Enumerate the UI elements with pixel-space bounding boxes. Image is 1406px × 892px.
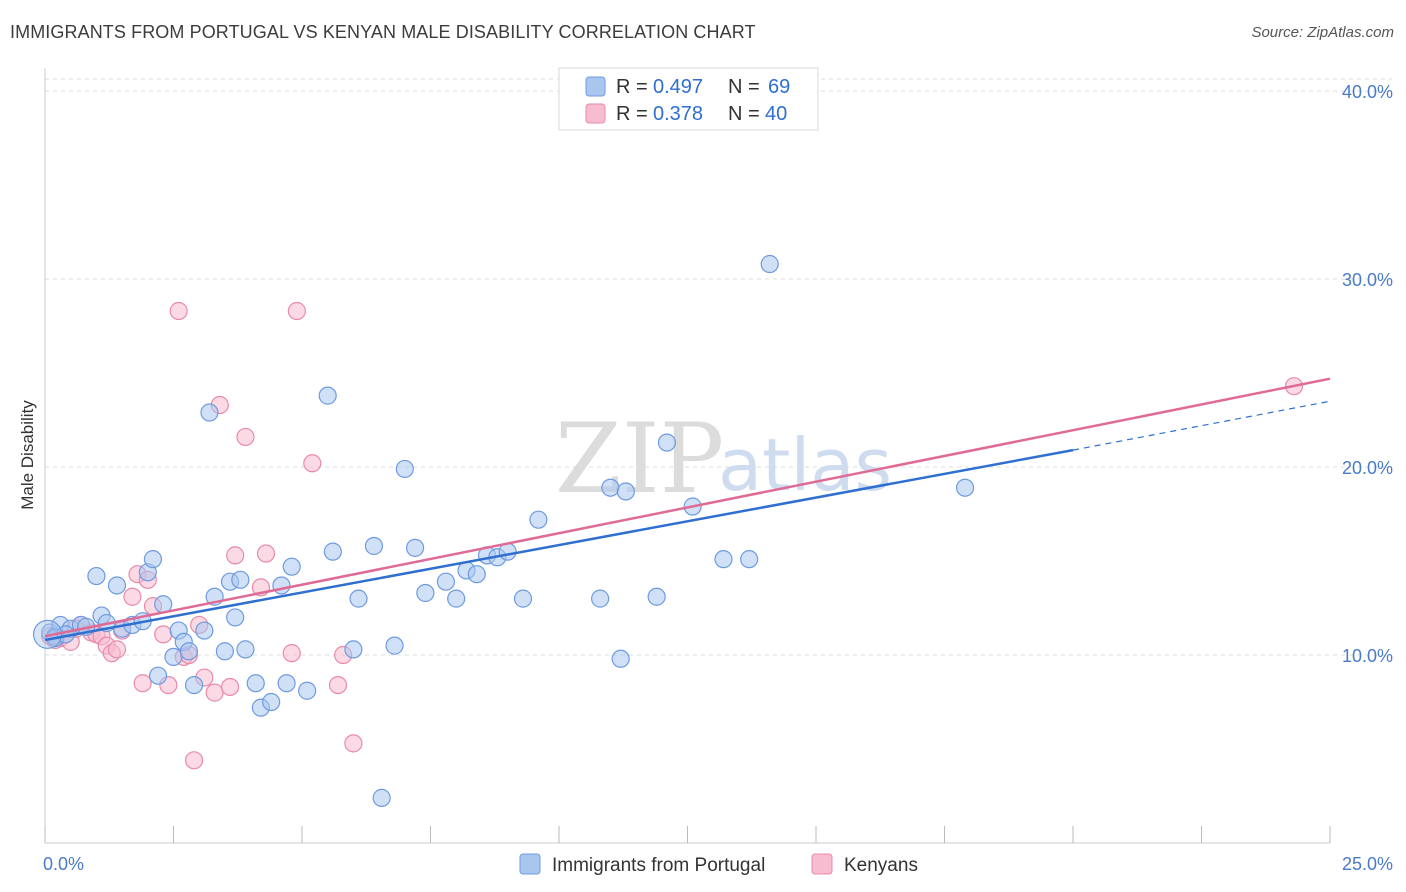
bottom-legend-label-portugal: Immigrants from Portugal bbox=[552, 855, 765, 876]
data-point bbox=[164, 647, 183, 666]
x-tick-label-min: 0.0% bbox=[43, 854, 84, 874]
bottom-legend: Immigrants from Portugal Kenyans bbox=[519, 853, 918, 876]
grid bbox=[45, 78, 1392, 656]
data-point bbox=[714, 550, 733, 569]
watermark-atlas: atlas bbox=[718, 423, 892, 507]
data-point bbox=[205, 683, 224, 702]
bottom-legend-swatch-kenyans bbox=[811, 853, 833, 875]
data-point bbox=[236, 427, 255, 447]
data-point bbox=[220, 677, 240, 697]
data-point bbox=[405, 538, 425, 557]
data-point bbox=[169, 301, 188, 321]
trend-lines bbox=[44, 377, 1331, 642]
data-point bbox=[344, 640, 363, 659]
data-point bbox=[226, 608, 245, 627]
legend-swatch-portugal bbox=[585, 76, 606, 97]
data-point-cluster bbox=[32, 619, 63, 649]
data-point bbox=[184, 675, 204, 695]
data-point bbox=[287, 301, 306, 321]
data-point bbox=[436, 572, 456, 591]
data-point bbox=[298, 681, 317, 700]
data-point bbox=[179, 642, 199, 661]
watermark: ZIP atlas bbox=[555, 403, 892, 515]
data-point bbox=[303, 454, 322, 473]
data-point bbox=[344, 734, 363, 753]
y-tick-label: 10.0% bbox=[1342, 646, 1393, 666]
data-point bbox=[184, 751, 204, 770]
data-point bbox=[200, 403, 219, 422]
data-point bbox=[282, 644, 301, 663]
data-point bbox=[611, 649, 630, 668]
data-point bbox=[529, 510, 548, 529]
data-point bbox=[740, 550, 759, 569]
data-point bbox=[154, 625, 173, 644]
legend-swatch-kenyans bbox=[585, 103, 606, 124]
trend-line-portugal bbox=[44, 448, 1074, 642]
legend-r-value-1: 0.497 bbox=[653, 76, 703, 98]
legend-n-value-1: 69 bbox=[768, 76, 790, 98]
trend-line-portugal-extension bbox=[1072, 400, 1331, 451]
bottom-legend-swatch-portugal bbox=[519, 853, 541, 875]
data-point bbox=[955, 478, 975, 497]
x-tick-label-max: 25.0% bbox=[1342, 854, 1393, 874]
data-point bbox=[657, 433, 677, 452]
portugal-points bbox=[32, 254, 975, 807]
y-tick-label: 40.0% bbox=[1342, 82, 1393, 102]
data-point bbox=[601, 478, 620, 497]
data-point bbox=[467, 565, 486, 584]
data-point bbox=[282, 557, 301, 576]
data-point bbox=[231, 570, 250, 589]
data-point bbox=[123, 587, 142, 606]
source-label: Source: ZipAtlas.com bbox=[1251, 24, 1394, 41]
y-tick-labels: 10.0% 20.0% 30.0% 40.0% bbox=[1342, 82, 1393, 666]
data-point bbox=[760, 254, 779, 274]
data-point bbox=[616, 482, 635, 501]
legend-r-label-2: R = bbox=[616, 103, 648, 125]
data-point bbox=[236, 640, 255, 659]
data-point bbox=[395, 459, 414, 479]
data-point bbox=[385, 636, 404, 655]
data-point bbox=[513, 589, 533, 608]
data-point bbox=[318, 386, 337, 405]
trend-line-kenyans bbox=[44, 377, 1331, 638]
data-point bbox=[195, 621, 214, 640]
data-point bbox=[349, 589, 368, 608]
legend-n-label-2: N = bbox=[728, 103, 760, 125]
data-point bbox=[364, 536, 384, 556]
data-point bbox=[107, 640, 127, 659]
chart-title: IMMIGRANTS FROM PORTUGAL VS KENYAN MALE … bbox=[10, 22, 756, 42]
data-point bbox=[148, 666, 168, 685]
data-point bbox=[323, 542, 342, 561]
data-point bbox=[246, 674, 265, 693]
data-point bbox=[226, 546, 245, 565]
data-point bbox=[133, 674, 152, 693]
legend-r-label-1: R = bbox=[616, 76, 648, 98]
kenyans-points bbox=[41, 301, 1304, 770]
legend-n-label-1: N = bbox=[728, 76, 760, 98]
data-point bbox=[416, 583, 435, 603]
data-point bbox=[328, 675, 348, 695]
bottom-legend-label-kenyans: Kenyans bbox=[844, 855, 918, 876]
data-point bbox=[107, 576, 127, 595]
x-tick-labels: 0.0% 25.0% bbox=[43, 854, 1393, 874]
data-point bbox=[256, 544, 276, 563]
data-point bbox=[262, 692, 281, 712]
data-point bbox=[372, 788, 391, 807]
y-tick-label: 20.0% bbox=[1342, 458, 1393, 478]
data-point bbox=[215, 642, 234, 661]
data-point bbox=[591, 589, 610, 608]
legend-r-value-2: 0.378 bbox=[653, 103, 703, 125]
axes bbox=[44, 68, 1331, 844]
data-point bbox=[447, 589, 466, 608]
legend-n-value-2: 40 bbox=[765, 103, 787, 125]
watermark-zip: ZIP bbox=[555, 403, 724, 515]
data-point bbox=[143, 550, 163, 569]
legend: R = 0.497 N = 69 R = 0.378 N = 40 bbox=[558, 67, 819, 131]
data-point bbox=[647, 587, 666, 606]
y-tick-label: 30.0% bbox=[1342, 270, 1393, 290]
data-point bbox=[277, 674, 296, 693]
data-point bbox=[87, 566, 106, 586]
data-point bbox=[272, 576, 291, 595]
